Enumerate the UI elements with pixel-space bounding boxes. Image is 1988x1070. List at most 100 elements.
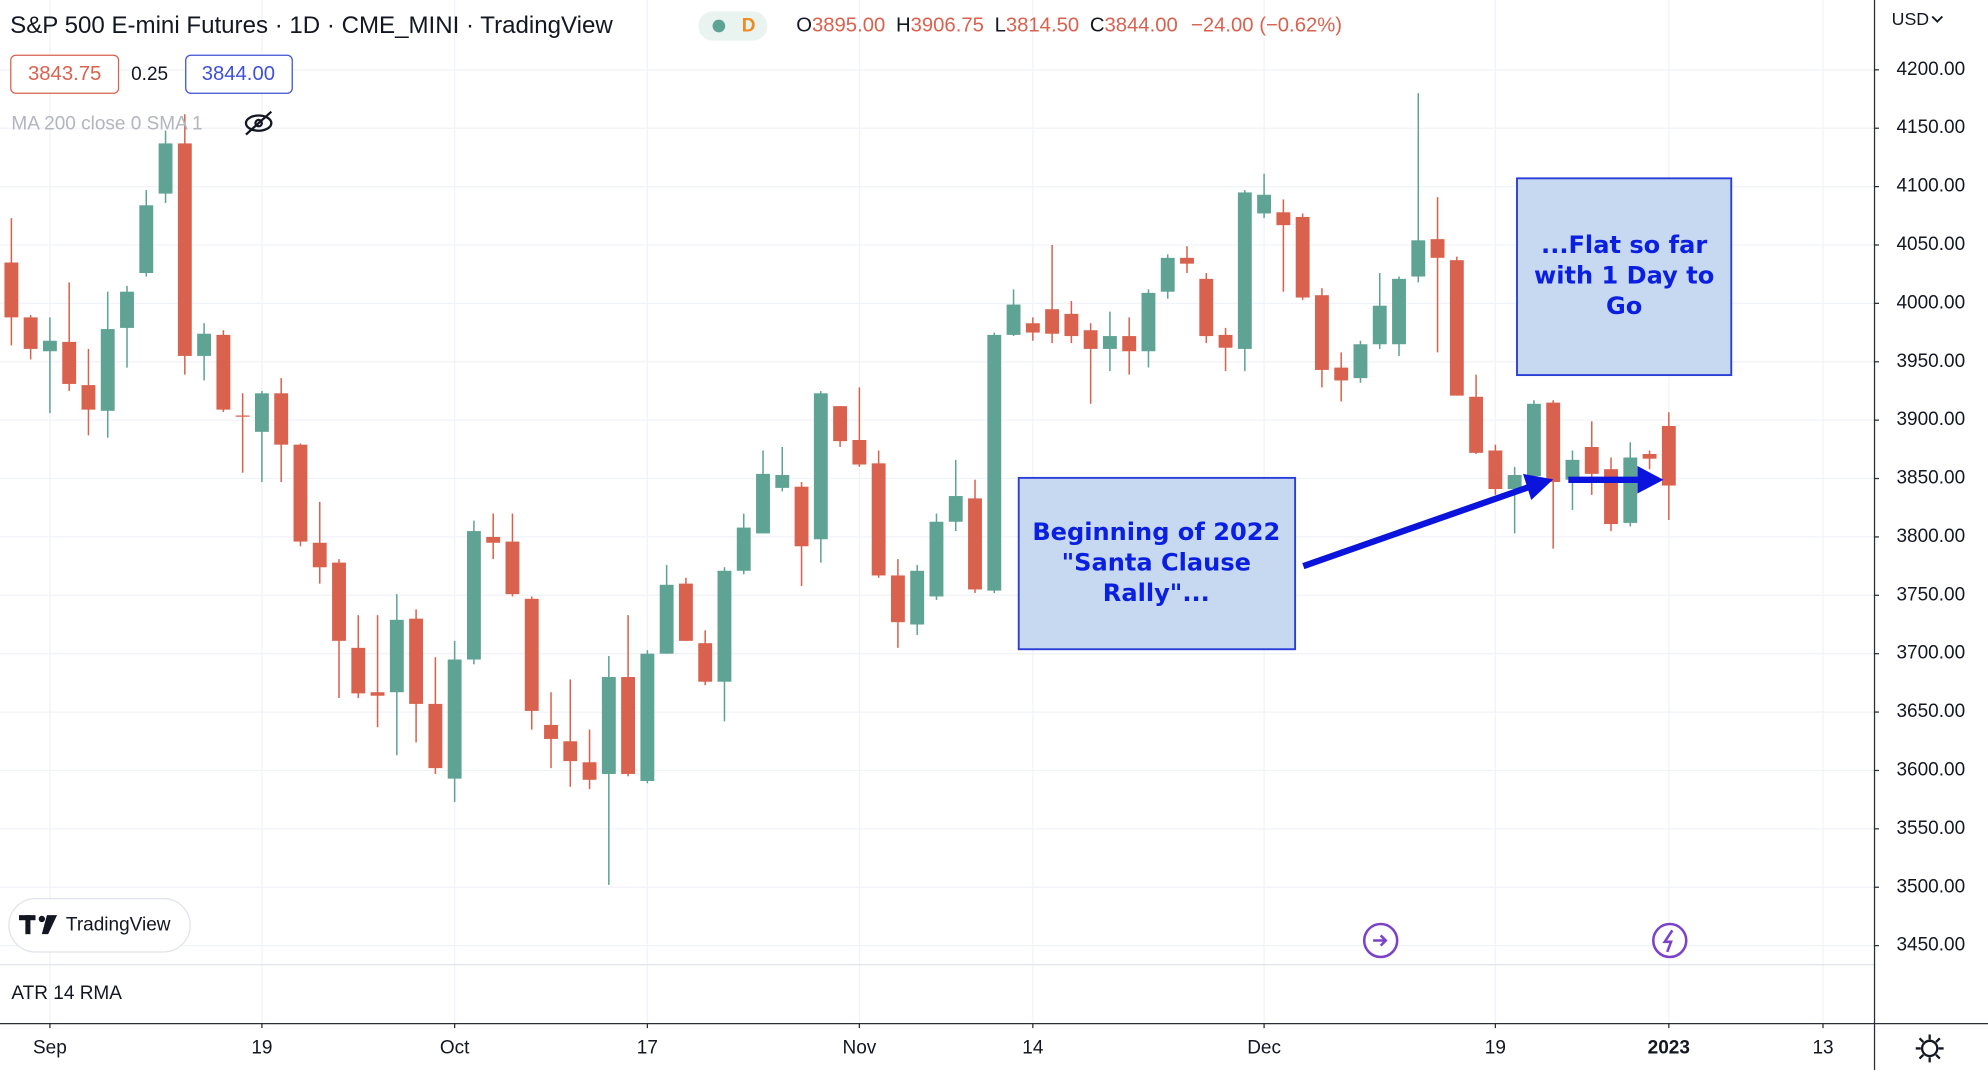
candle-body: [1469, 396, 1484, 453]
candle-body: [910, 570, 925, 625]
candle-body: [659, 584, 674, 654]
candle-body: [1237, 192, 1252, 349]
watermark-box[interactable]: [8, 898, 191, 953]
ohlc-value: 3906.75: [911, 15, 984, 37]
candle-body: [1623, 457, 1638, 523]
candle-body: [717, 570, 732, 682]
candle-body: [466, 531, 481, 660]
candle-body: [1006, 304, 1021, 335]
candle-body: [987, 334, 1002, 591]
y-tick-label: 3550.00: [1896, 818, 1965, 839]
market-status-dot: [712, 19, 726, 33]
candle-body: [1526, 403, 1541, 477]
y-tick-label: 4000.00: [1896, 292, 1965, 313]
candle-body: [698, 643, 713, 682]
x-tick-label: 13: [1812, 1037, 1833, 1058]
x-tick-label: Oct: [440, 1037, 470, 1058]
y-tick-label: 4100.00: [1896, 176, 1965, 197]
price-change: −24.00 (−0.62%): [1191, 15, 1342, 37]
currency[interactable]: USD: [1892, 9, 1929, 29]
candle-body: [409, 618, 424, 704]
candle-body: [274, 393, 289, 445]
candle-body: [1218, 334, 1233, 348]
ohlc-value: 3895.00: [812, 15, 885, 37]
annotation-arrow[interactable]: [1302, 473, 1554, 570]
x-tick-label: 19: [1485, 1037, 1506, 1058]
sell-box[interactable]: [10, 54, 120, 94]
hide-icon[interactable]: [244, 110, 273, 136]
candle-body: [544, 724, 558, 739]
candle-body: [158, 143, 173, 194]
candle-body: [1122, 336, 1137, 352]
candle-body: [524, 598, 539, 711]
candle-body: [794, 486, 809, 547]
candle-body: [1045, 309, 1060, 334]
price-axis: 4200.00 4150.00 4100.00 4050.00 4000.00 3950.…: [1873, 59, 1965, 956]
annotation-text: Beginning of 2022: [1032, 518, 1280, 546]
x-tick-label: 19: [251, 1037, 272, 1058]
y-tick-label: 4200.00: [1896, 59, 1965, 80]
ohlc-label: H: [896, 15, 911, 37]
candle-body: [640, 653, 655, 781]
candle-body: [1276, 212, 1291, 226]
y-tick-label: 4050.00: [1896, 234, 1965, 255]
candle-body: [1392, 278, 1406, 345]
buy-box[interactable]: [185, 54, 293, 94]
candle-body: [139, 205, 154, 274]
candle-body: [1257, 194, 1272, 214]
watermark-logo: [19, 915, 58, 935]
candle-body: [1661, 425, 1676, 486]
candle-body: [216, 334, 231, 410]
ask-price[interactable]: 3844.00: [202, 63, 275, 85]
candle-body: [1430, 239, 1445, 258]
indicator-ma[interactable]: MA 200 close 0 SMA 1: [11, 113, 202, 134]
x-tick-label: 2023: [1648, 1037, 1690, 1058]
candle-body: [1565, 459, 1580, 480]
candle-body: [1507, 475, 1522, 490]
candle-body: [428, 703, 443, 769]
watermark-text[interactable]: TradingView: [66, 914, 171, 935]
candle-body: [1199, 278, 1214, 337]
candle-body: [120, 291, 134, 328]
candle-body: [601, 677, 616, 774]
candle-body: [389, 619, 404, 693]
settings-icon[interactable]: [1915, 1034, 1944, 1063]
x-tick-label: 17: [637, 1037, 658, 1058]
currency-chevron: [1931, 15, 1944, 23]
candle-body: [1141, 292, 1156, 352]
candle-body: [621, 677, 636, 774]
candle-body: [852, 439, 867, 465]
bid-price[interactable]: 3843.75: [28, 63, 101, 85]
x-tick-label: Dec: [1247, 1037, 1281, 1058]
y-tick-label: 3850.00: [1896, 468, 1965, 489]
candles: [4, 93, 1676, 885]
candle-body: [1160, 257, 1175, 292]
annotation-box[interactable]: [1516, 177, 1733, 377]
event-icon-glyph: [1373, 934, 1388, 947]
candle-body: [1083, 330, 1098, 349]
annotation-text: ...Flat so far: [1541, 231, 1707, 259]
candle-body: [42, 340, 57, 352]
spread: 0.25: [131, 64, 168, 85]
candle-body: [1334, 367, 1349, 381]
candle-body: [4, 262, 19, 318]
candle-body: [370, 692, 385, 696]
candle-body: [948, 496, 963, 522]
annotation-arrow[interactable]: [1568, 466, 1664, 494]
y-tick-label: 3700.00: [1896, 643, 1965, 664]
annotation-box[interactable]: [1017, 476, 1297, 651]
candle-body: [1449, 260, 1464, 396]
candle-body: [1295, 216, 1310, 298]
candle-body: [293, 444, 308, 542]
candle-body: [756, 473, 770, 534]
candle-body: [813, 393, 828, 540]
candle-body: [23, 317, 38, 349]
indicator-atr[interactable]: ATR 14 RMA: [11, 983, 122, 1004]
candle-body: [775, 475, 790, 488]
x-tick-label: 14: [1022, 1037, 1044, 1058]
candle-body: [332, 562, 346, 641]
ohlc-value: 3814.50: [1006, 15, 1079, 37]
candle-body: [1584, 447, 1599, 474]
